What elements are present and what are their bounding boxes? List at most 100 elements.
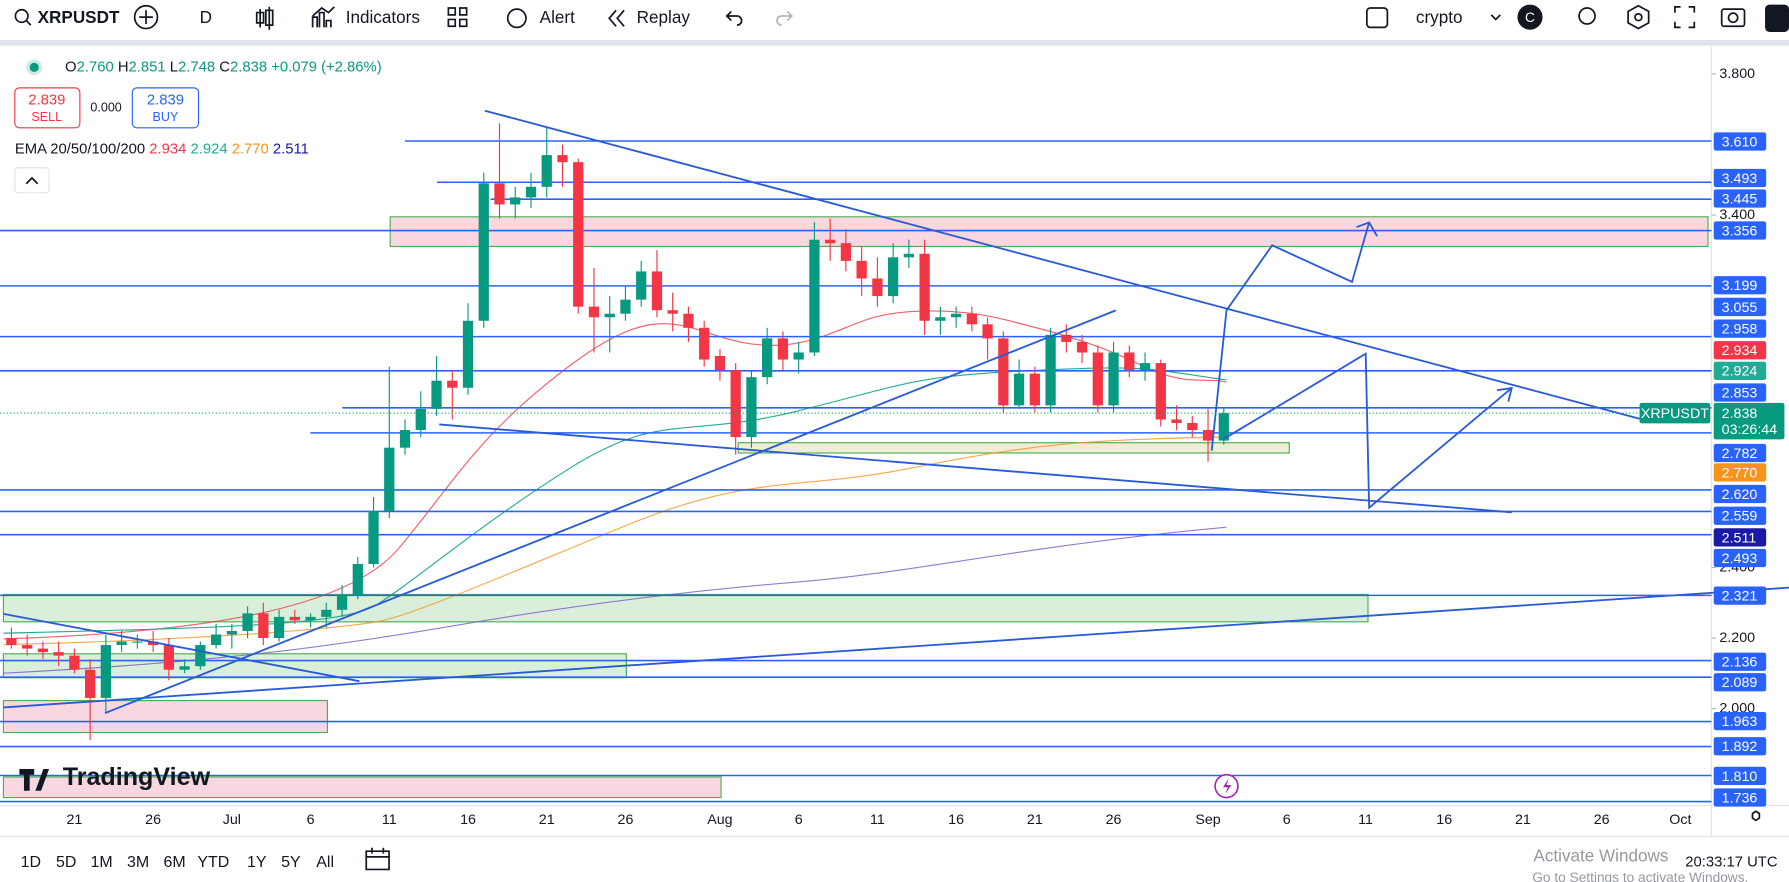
change: +0.079 (+2.86%) — [271, 59, 382, 75]
y-tick-label: 2.200 — [1719, 630, 1755, 646]
supply-zone — [2, 699, 329, 734]
drawings — [0, 109, 1789, 714]
level-tag — [1713, 297, 1767, 317]
range-button[interactable]: 1Y — [247, 854, 267, 871]
candle-body — [399, 430, 411, 448]
events-bolt — [1223, 778, 1232, 795]
candle-body — [163, 645, 174, 670]
indicators-button[interactable]: Indicators — [346, 8, 420, 27]
candle-body — [1124, 352, 1135, 371]
collapse-button[interactable] — [14, 167, 50, 194]
level-tag — [1713, 673, 1767, 692]
ema-tag-label: 2.511 — [1722, 530, 1757, 546]
trend-line — [104, 309, 1117, 714]
templates-icon[interactable] — [447, 7, 468, 28]
x-tick-label: Jul — [223, 812, 241, 828]
candle-body — [573, 162, 584, 307]
watermark: TradingView — [63, 763, 211, 791]
undo[interactable] — [725, 10, 743, 26]
compare-button[interactable] — [133, 4, 159, 30]
layout-chevron[interactable] — [1490, 14, 1501, 21]
trend-line — [3, 586, 1789, 709]
supply-zone — [2, 776, 722, 799]
alert-button[interactable]: Alert — [540, 8, 575, 27]
candle-body — [321, 609, 332, 617]
demand-zone — [737, 442, 1290, 454]
snapshot[interactable] — [1720, 8, 1746, 28]
range-button[interactable]: 1D — [21, 854, 41, 871]
level-tag — [1713, 383, 1767, 402]
range-button[interactable]: YTD — [197, 854, 229, 871]
range-button[interactable]: 6M — [163, 854, 185, 871]
candle-body — [69, 655, 80, 670]
candle-body — [714, 356, 726, 371]
candles — [6, 123, 1229, 741]
level-label: 2.136 — [1722, 655, 1758, 671]
candle-body — [53, 652, 64, 656]
interval[interactable]: D — [200, 8, 212, 27]
fullscreen[interactable] — [1674, 6, 1696, 29]
buy-button[interactable] — [131, 87, 200, 129]
candle-body — [85, 669, 96, 698]
candle-body — [620, 299, 631, 314]
level-label: 3.199 — [1722, 278, 1758, 294]
candle-body — [1218, 413, 1229, 441]
range-button[interactable]: 1M — [90, 854, 112, 871]
x-tick-label: 26 — [145, 812, 161, 828]
sell-button[interactable] — [14, 87, 81, 129]
activation-hint: Go to Settings to activate Windows. — [1532, 870, 1748, 882]
indicators-icon[interactable] — [311, 6, 335, 28]
range-button[interactable]: 5D — [56, 854, 76, 871]
search-icon[interactable] — [14, 8, 29, 24]
candle-body — [982, 324, 993, 339]
level-tag — [1713, 652, 1767, 671]
ema-20 — [3, 310, 1227, 640]
date-range-icon[interactable] — [365, 847, 390, 871]
replay-icon[interactable] — [608, 9, 625, 27]
trend-line — [3, 612, 360, 683]
supply-zone — [389, 216, 1709, 248]
layout-name[interactable]: crypto — [1416, 8, 1463, 27]
candle-body — [478, 183, 489, 321]
status-dot — [29, 62, 39, 72]
chart-type-icon[interactable] — [255, 6, 274, 30]
buy-label: BUY — [153, 110, 179, 124]
level-label: 1.736 — [1722, 790, 1758, 806]
candle-body — [100, 645, 112, 698]
trend-line — [439, 423, 1512, 514]
candle-body — [273, 616, 285, 639]
alert-icon[interactable] — [506, 8, 527, 29]
symbol[interactable]: XRPUSDT — [38, 8, 120, 27]
range-button[interactable]: 5Y — [281, 854, 301, 871]
candle-body — [210, 634, 222, 646]
axis-settings[interactable] — [1751, 810, 1761, 822]
quick-search[interactable] — [1578, 7, 1596, 25]
candle-body — [1139, 363, 1151, 371]
level-tag — [1713, 506, 1767, 525]
x-tick-label: 26 — [1106, 812, 1122, 828]
layout-icon[interactable] — [1365, 7, 1389, 29]
avatar[interactable] — [1517, 4, 1543, 30]
range-button[interactable]: All — [316, 854, 334, 871]
candle-body — [840, 243, 852, 261]
settings[interactable] — [1627, 4, 1650, 30]
replay-button[interactable]: Replay — [637, 8, 691, 27]
range-button[interactable]: 3M — [127, 854, 149, 871]
level-tag — [1713, 319, 1767, 338]
candle-body — [998, 338, 1009, 406]
x-tick-label: 26 — [1594, 812, 1610, 828]
level-label: 3.493 — [1722, 171, 1758, 187]
avatar-letter: C — [1525, 10, 1535, 25]
candle-body — [525, 186, 537, 198]
level-tag — [1713, 189, 1767, 208]
level-label: 1.810 — [1722, 769, 1758, 785]
countdown: 03:26:44 — [1722, 422, 1778, 438]
publish-button[interactable] — [1765, 4, 1789, 32]
x-tick-label: 26 — [618, 812, 634, 828]
candle-body — [651, 271, 663, 311]
level-tag — [1713, 221, 1767, 240]
level-label: 2.493 — [1722, 551, 1758, 567]
redo[interactable] — [776, 10, 794, 26]
